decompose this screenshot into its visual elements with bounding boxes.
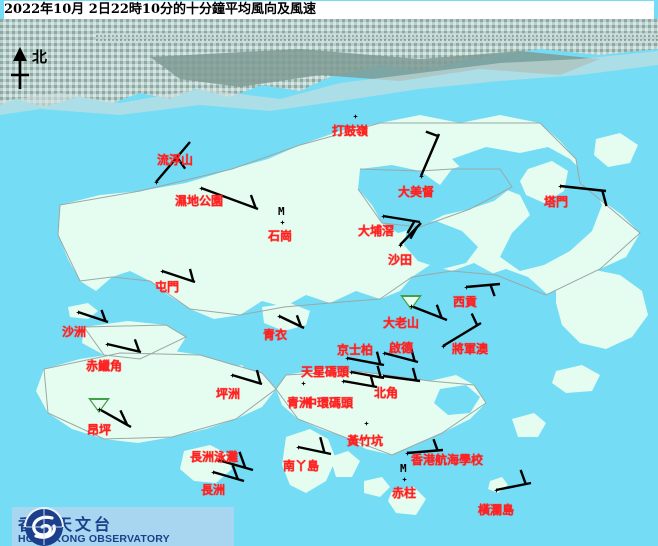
station-dot-icon xyxy=(199,186,204,191)
station-label: 西貢 xyxy=(453,295,478,309)
wind-barb xyxy=(406,438,444,455)
station-dot-icon xyxy=(441,344,446,349)
station-dot-icon xyxy=(160,269,165,274)
station-label: 大老山 xyxy=(383,316,420,330)
station-label: 打鼓嶺 xyxy=(332,124,369,138)
station-label: 黃竹坑 xyxy=(347,434,384,448)
station-dot-icon xyxy=(105,342,110,347)
station-label: 將軍澳 xyxy=(452,342,489,356)
wind-barb xyxy=(200,186,259,211)
station-label: 石崗 xyxy=(268,229,293,243)
station-label: 京士柏 xyxy=(337,343,374,357)
station-dot-icon xyxy=(277,314,282,319)
wind-barb xyxy=(155,141,191,183)
station-dot-icon xyxy=(558,184,563,189)
wind-barb xyxy=(383,348,419,364)
wind-barb xyxy=(559,184,608,207)
station-dot-icon xyxy=(341,379,346,384)
station-dot-icon xyxy=(494,488,499,493)
station-dot-icon xyxy=(353,114,358,119)
station-dot-icon xyxy=(76,310,81,315)
station-label: 南丫島 xyxy=(283,459,320,473)
station-dot-icon xyxy=(211,470,216,475)
station-triangle-marker xyxy=(88,398,110,413)
station-label: 長洲 xyxy=(201,483,226,497)
wind-barb xyxy=(161,268,196,284)
station-label: 啟德 xyxy=(389,341,414,355)
station-dot-icon xyxy=(398,243,403,248)
station-dot-icon xyxy=(464,285,469,290)
wind-barb xyxy=(399,222,422,246)
wind-barb xyxy=(419,130,441,177)
wind-barb xyxy=(297,436,332,456)
station-dot-icon xyxy=(345,356,350,361)
station-dot-icon xyxy=(409,304,414,309)
wind-barb xyxy=(382,214,421,234)
station-dot-icon xyxy=(296,445,301,450)
wind-barb xyxy=(465,282,501,297)
wind-barb xyxy=(382,367,421,383)
station-dot-icon xyxy=(405,451,410,456)
station-label: 坪洲 xyxy=(216,387,241,401)
station-label: 赤柱 xyxy=(392,486,417,500)
station-label: 沙田 xyxy=(388,253,413,267)
station-m-marker: M xyxy=(400,462,407,475)
station-label: 屯門 xyxy=(155,280,180,294)
station-label: 赤鱲角 xyxy=(86,359,123,373)
station-label: 青衣 xyxy=(263,328,288,342)
station-triangle-marker xyxy=(400,295,422,310)
station-dot-icon xyxy=(382,351,387,356)
station-label: 天星碼頭 xyxy=(301,365,350,379)
station-label: 昂坪 xyxy=(87,423,112,437)
station-label: 橫瀾島 xyxy=(478,503,515,517)
station-label: 濕地公園 xyxy=(175,194,224,208)
hko-spiral-icon xyxy=(24,507,64,546)
hong-kong-wind-map: 打鼓嶺 流浮山 濕地公園 M 石崗 大美督 塔門 大埔滘 沙田 西貢 大老山 屯門 沙洲 赤鱲角 昂坪 坪洲青… xyxy=(0,19,658,546)
wind-barb xyxy=(278,314,305,330)
station-dot-icon xyxy=(419,174,424,179)
wind-barb xyxy=(231,369,263,386)
station-dot-icon xyxy=(216,458,221,463)
station-label: 大埔滘 xyxy=(358,224,395,238)
hko-logo: 香港天文台 HONG KONG OBSERVATORY xyxy=(12,507,234,546)
wind-barb xyxy=(346,351,385,367)
north-label: 北 xyxy=(32,48,48,66)
station-label: 中環碼頭 xyxy=(305,396,354,410)
wind-barb xyxy=(77,309,109,324)
wind-barb xyxy=(350,365,385,380)
wind-barb xyxy=(212,464,245,483)
station-label: 流浮山 xyxy=(157,153,194,167)
page-title: 2022年10月 2日22時10分的十分鐘平均風向及風速 xyxy=(4,1,654,19)
station-label: 青洲 xyxy=(287,396,312,410)
north-arrow: 北 xyxy=(6,45,66,91)
station-label: 塔門 xyxy=(544,195,569,209)
station-dot-icon xyxy=(154,180,159,185)
station-dot-icon xyxy=(381,374,386,379)
wind-barb xyxy=(106,338,142,354)
station-dot-icon xyxy=(402,477,407,482)
station-label: 大美督 xyxy=(398,185,435,199)
station-dot-icon xyxy=(97,407,102,412)
map-geography xyxy=(0,19,658,546)
station-label: 香港航海學校 xyxy=(411,453,484,467)
wind-barb xyxy=(442,313,482,348)
station-label: 北角 xyxy=(374,386,399,400)
station-dot-icon xyxy=(349,370,354,375)
station-dot-icon xyxy=(301,381,306,386)
station-dot-icon xyxy=(381,214,386,219)
logo-english-text: HONG KONG OBSERVATORY xyxy=(18,532,170,545)
station-dot-icon xyxy=(364,421,369,426)
station-dot-icon xyxy=(280,220,285,225)
station-m-marker: M xyxy=(278,205,285,218)
wind-barb xyxy=(342,374,378,389)
station-label: 沙洲 xyxy=(62,325,87,339)
wind-barb-layer xyxy=(77,130,608,492)
wind-barb xyxy=(495,469,532,492)
wind-barb xyxy=(217,451,254,472)
station-label: 長洲泳灘 xyxy=(190,450,239,464)
station-dot-icon xyxy=(230,373,235,378)
